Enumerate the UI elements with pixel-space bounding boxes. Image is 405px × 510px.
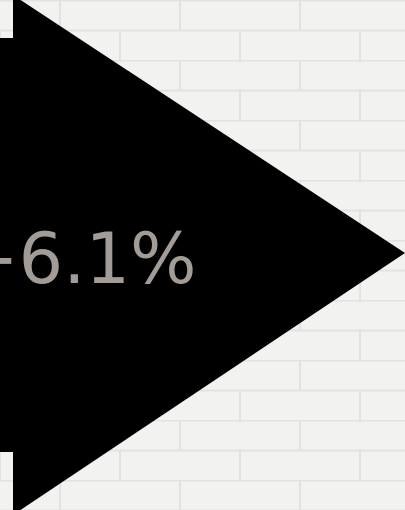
canvas: +6.1% bbox=[0, 0, 405, 510]
page: +6.1% (() => { const data = JSON.parse(d… bbox=[0, 0, 405, 510]
metric-value: +6.1% bbox=[0, 218, 197, 300]
